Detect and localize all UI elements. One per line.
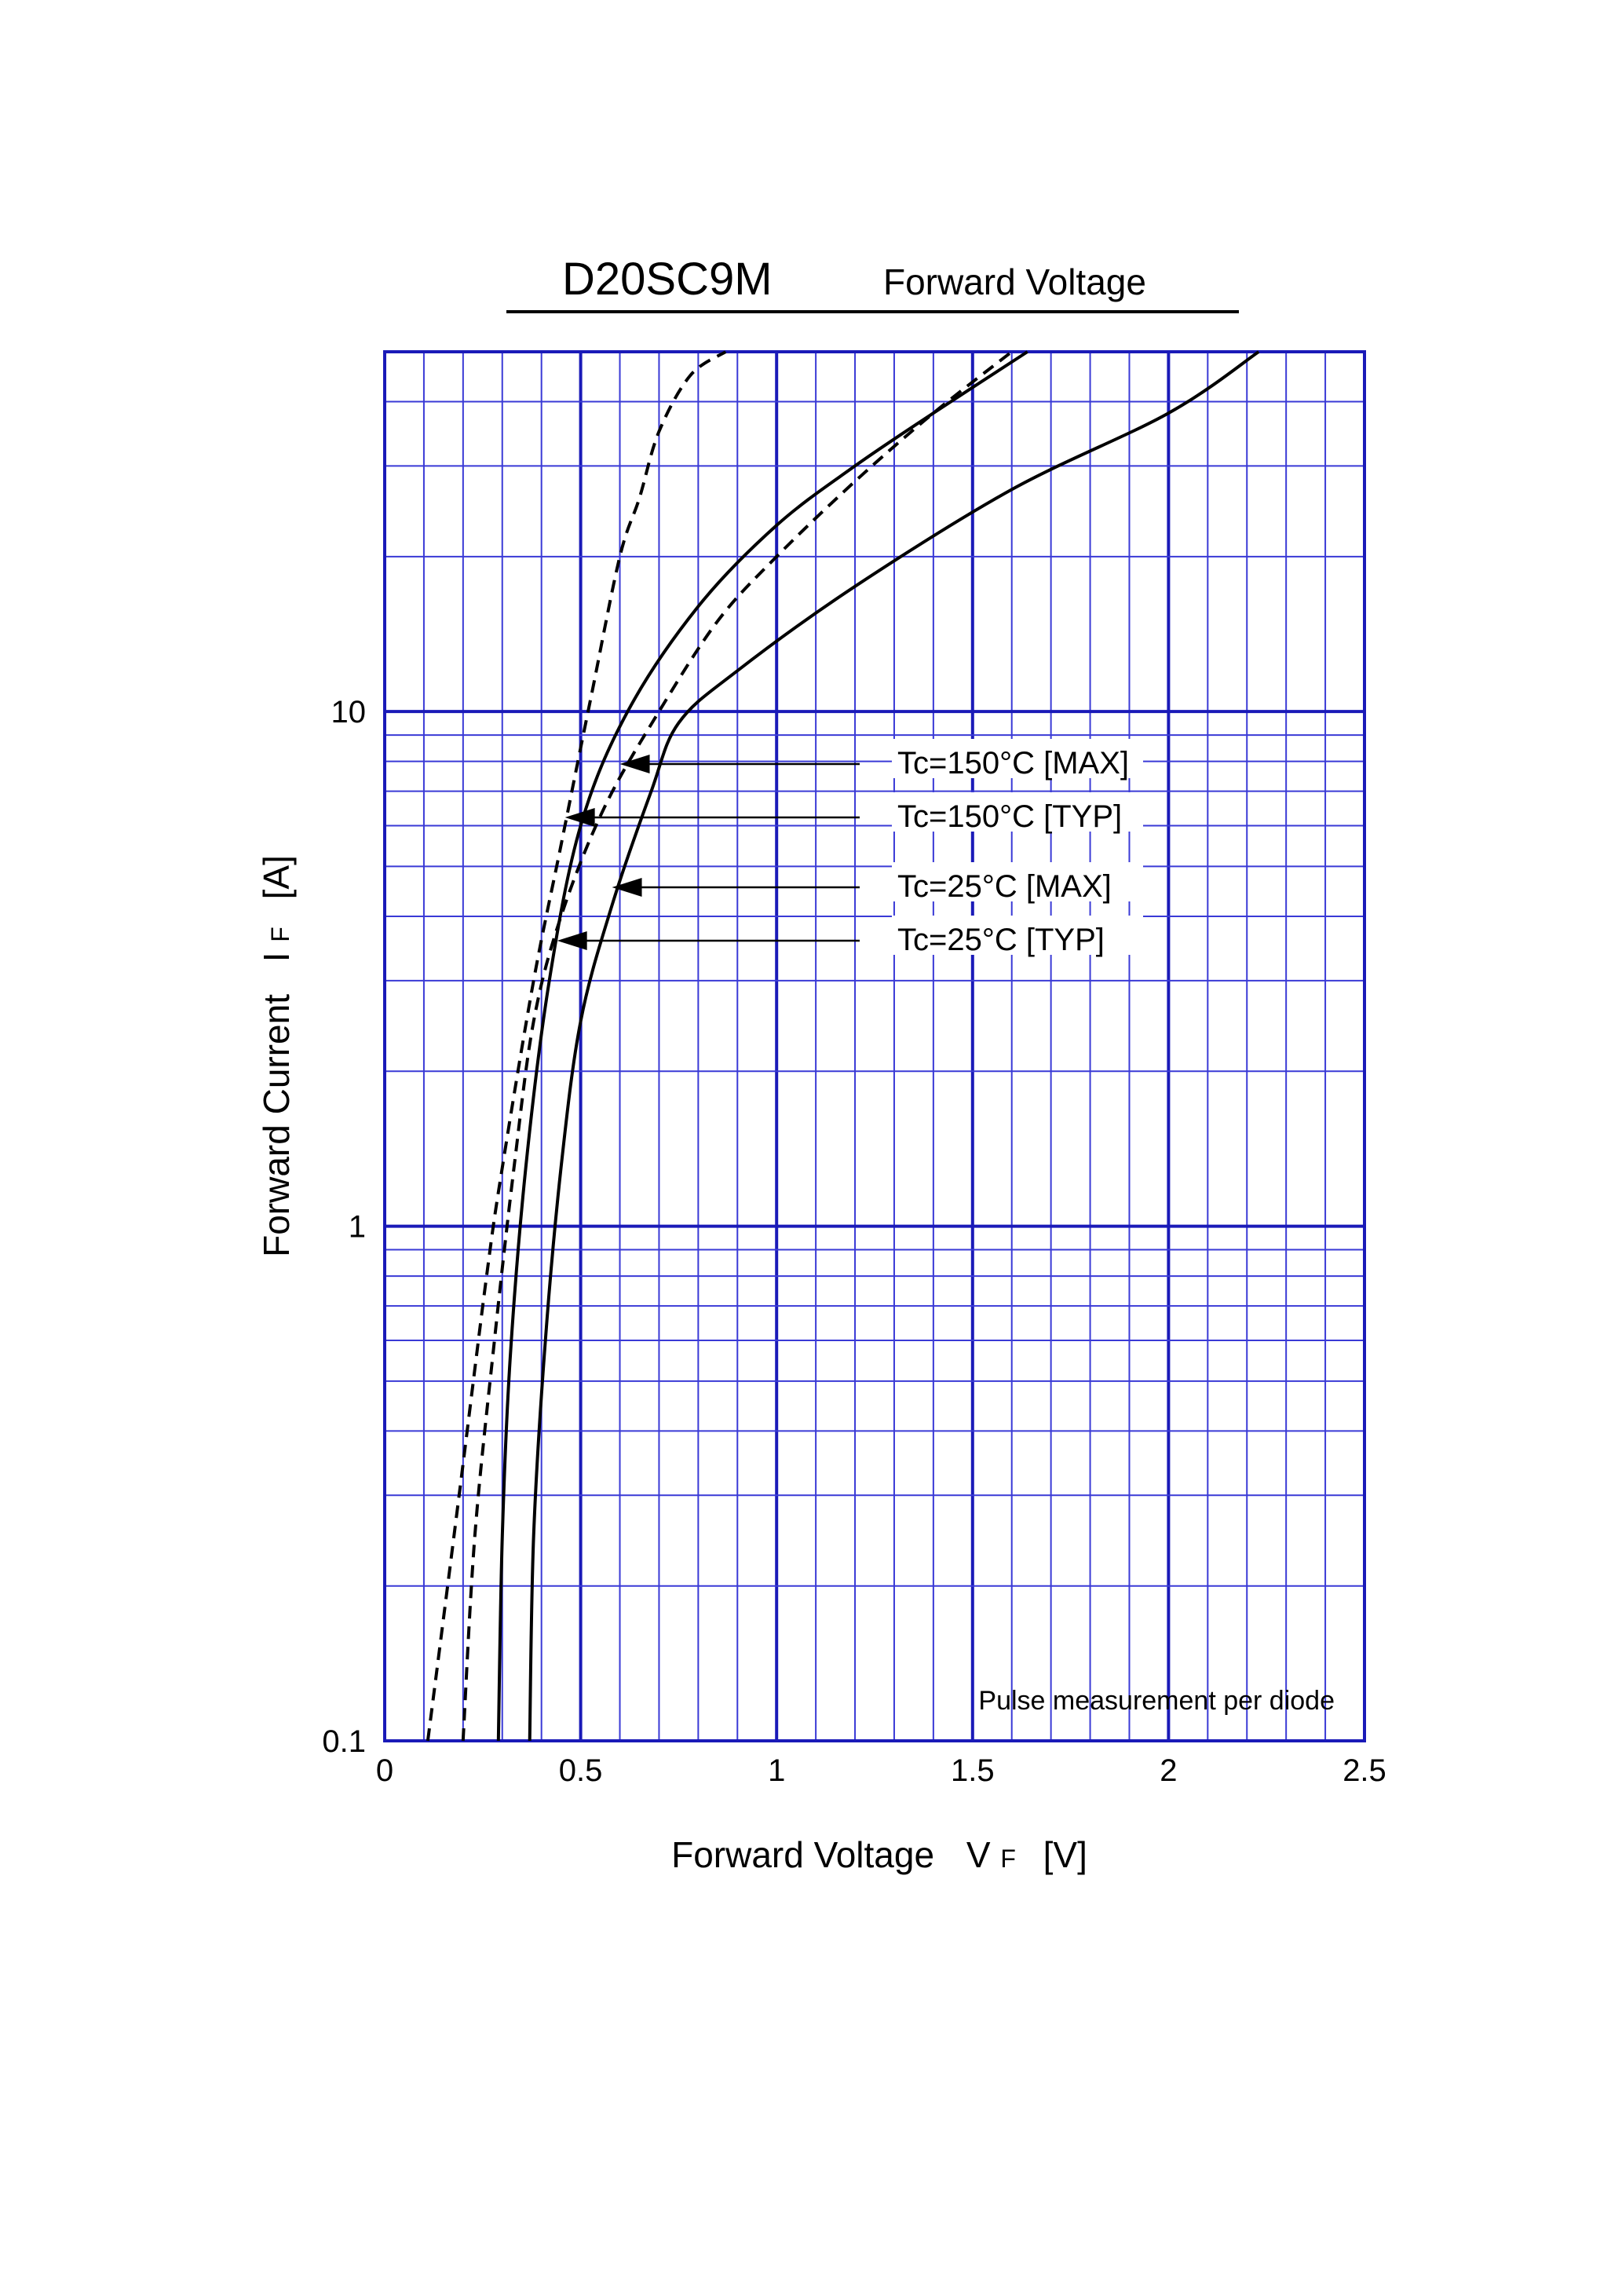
legend-entry-2: Tc=150°C [TYP]: [564, 792, 1143, 834]
legend-label-bg: [892, 739, 1143, 778]
x-label-subscript: F: [1000, 1844, 1016, 1873]
legend-label: Tc=25°C [MAX]: [897, 869, 1112, 904]
y-label-subscript: F: [266, 927, 294, 942]
series-line-1: [426, 350, 727, 1742]
legend-label-bg: [892, 862, 1143, 901]
y-tick-label: 10: [331, 695, 367, 729]
x-label-main: Forward Voltage: [671, 1834, 934, 1875]
series-line-2: [496, 350, 1028, 1742]
x-label-symbol: V: [966, 1834, 991, 1875]
legend-entry-4: Tc=25°C [TYP]: [557, 916, 1143, 957]
legend-label: Tc=150°C [TYP]: [897, 799, 1122, 834]
y-label-unit: [A]: [256, 855, 297, 899]
y-tick-label: 1: [349, 1210, 366, 1245]
y-tick-label: 0.1: [322, 1724, 366, 1759]
pulse-note: Pulse measurement per diode: [978, 1686, 1335, 1716]
x-label-unit: [V]: [1043, 1834, 1087, 1875]
legend-arrow-head: [557, 931, 587, 950]
legend-entry-1: Tc=150°C [MAX]: [619, 739, 1143, 781]
legend-annotations: Tc=150°C [MAX] Tc=150°C [TYP] Tc=25°C [MAX…: [557, 739, 1143, 957]
series-line-4: [528, 350, 1260, 1742]
plot-frame: [383, 350, 1366, 1742]
series-line-3: [461, 350, 1013, 1742]
series-curves: [426, 350, 1260, 1742]
x-tick-label: 1.5: [951, 1753, 995, 1788]
legend-arrow-head: [619, 755, 650, 773]
x-tick-label: 2: [1160, 1753, 1177, 1788]
legend-arrow-head: [612, 878, 642, 897]
chart-title: Forward Voltage: [883, 261, 1146, 302]
x-tick-label: 1: [768, 1753, 785, 1788]
legend-label: Tc=150°C [MAX]: [897, 746, 1129, 781]
y-label-symbol: I: [256, 952, 297, 962]
x-tick-label: 0: [376, 1753, 393, 1788]
y-axis-label: Forward Current I F [A]: [256, 855, 297, 1257]
x-tick-label: 2.5: [1343, 1753, 1386, 1788]
legend-label-bg: [892, 916, 1143, 955]
x-tick-label: 0.5: [559, 1753, 603, 1788]
x-axis-label: Forward Voltage V F [V]: [671, 1834, 1087, 1875]
plot-grid: [385, 352, 1364, 1741]
y-label-main: Forward Current: [256, 994, 297, 1257]
legend-arrow-head: [564, 808, 595, 827]
legend-entry-3: Tc=25°C [MAX]: [612, 862, 1143, 904]
axis-ticks: 0 0.5 1 1.5 2 2.5 0.1 1 10: [322, 695, 1386, 1788]
chart-part-number: D20SC9M: [562, 254, 773, 305]
legend-label-bg: [892, 792, 1143, 832]
legend-label: Tc=25°C [TYP]: [897, 923, 1105, 957]
